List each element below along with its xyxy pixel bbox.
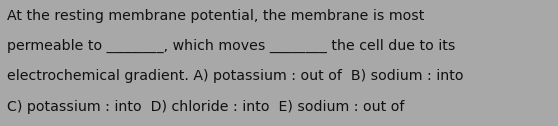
Text: C) potassium : into  D) chloride : into  E) sodium : out of: C) potassium : into D) chloride : into E… xyxy=(7,100,404,114)
Text: permeable to ________, which moves ________ the cell due to its: permeable to ________, which moves _____… xyxy=(7,39,455,53)
Text: electrochemical gradient. A) potassium : out of  B) sodium : into: electrochemical gradient. A) potassium :… xyxy=(7,69,463,83)
Text: At the resting membrane potential, the membrane is most: At the resting membrane potential, the m… xyxy=(7,9,424,23)
